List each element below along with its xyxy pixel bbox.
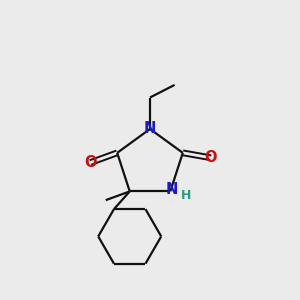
Text: N: N [166,182,178,197]
Text: O: O [205,150,217,165]
Text: N: N [144,122,156,136]
Text: H: H [181,188,191,202]
Text: O: O [84,155,97,170]
